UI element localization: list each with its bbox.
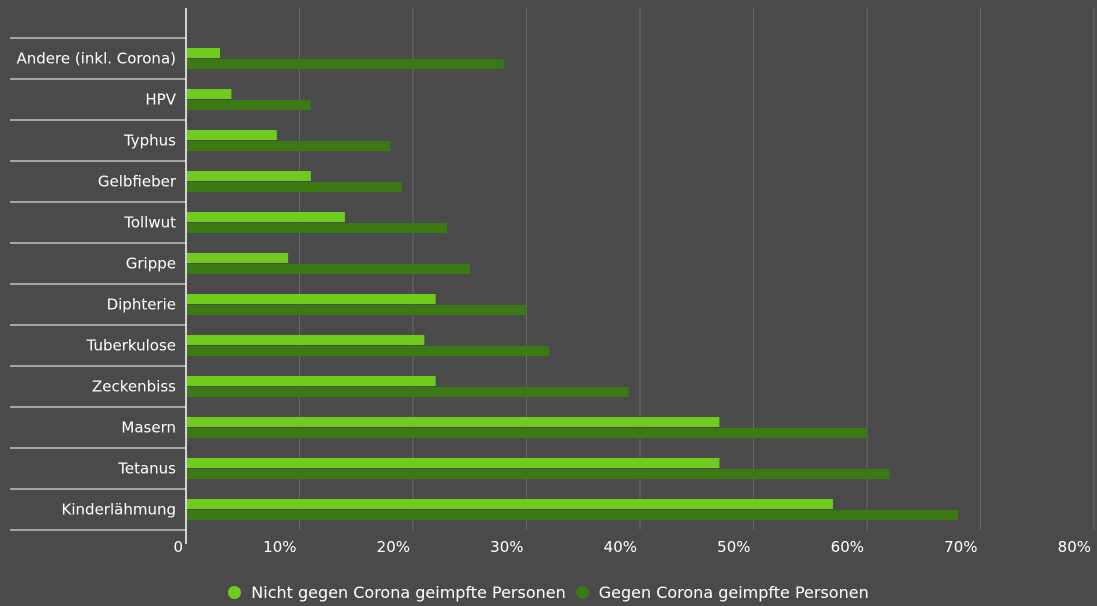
legend-swatch-unvaccinated bbox=[228, 586, 242, 599]
bar-unvaccinated bbox=[187, 417, 720, 427]
bar-unvaccinated bbox=[187, 130, 277, 140]
category-label: Diphterie bbox=[107, 296, 176, 314]
bar-chart: Andere (inkl. Corona) HPV Typhus Gelbfieber… bbox=[10, 8, 1095, 556]
legend-item-unvaccinated: Nicht gegen Corona geimpfte Personen bbox=[228, 583, 566, 602]
legend-item-vaccinated: Gegen Corona geimpfte Personen bbox=[575, 583, 869, 602]
x-tick-label: 60% bbox=[831, 538, 864, 556]
bar-vaccinated bbox=[187, 469, 890, 479]
category-label: HPV bbox=[145, 91, 176, 109]
x-tick-label: 30% bbox=[490, 538, 523, 556]
bar-vaccinated bbox=[187, 264, 470, 274]
bar-vaccinated bbox=[187, 141, 391, 151]
category-label: Gelbfieber bbox=[98, 173, 177, 191]
bar-unvaccinated bbox=[187, 89, 232, 99]
category-label: Zeckenbiss bbox=[92, 378, 176, 396]
legend-swatch-vaccinated bbox=[575, 586, 589, 599]
bar-unvaccinated bbox=[187, 458, 720, 468]
category-label: Andere (inkl. Corona) bbox=[17, 50, 177, 68]
category-label: Typhus bbox=[123, 132, 176, 150]
x-tick-label: 80% bbox=[1058, 538, 1091, 556]
bar-vaccinated bbox=[187, 100, 311, 110]
x-tick-label: 70% bbox=[944, 538, 977, 556]
bar-vaccinated bbox=[187, 346, 550, 356]
bar-vaccinated bbox=[187, 305, 527, 315]
bar-unvaccinated bbox=[187, 335, 425, 345]
category-label: Kinderlähmung bbox=[62, 501, 176, 519]
x-tick-label: 0 bbox=[173, 538, 183, 556]
bar-unvaccinated bbox=[187, 48, 221, 58]
bar-unvaccinated bbox=[187, 212, 345, 222]
x-tick-label: 50% bbox=[717, 538, 750, 556]
gridlines bbox=[299, 8, 1095, 530]
category-label: Tollwut bbox=[123, 214, 176, 232]
bar-unvaccinated bbox=[187, 376, 436, 386]
bar-vaccinated bbox=[187, 182, 402, 192]
bar-vaccinated bbox=[187, 510, 958, 520]
bar-unvaccinated bbox=[187, 253, 289, 263]
bar-vaccinated bbox=[187, 59, 504, 69]
x-tick-labels: 0 10% 20% 30% 40% 50% 60% 70% 80% bbox=[173, 538, 1091, 556]
x-tick-label: 40% bbox=[604, 538, 637, 556]
bar-vaccinated bbox=[187, 387, 629, 397]
bar-unvaccinated bbox=[187, 171, 311, 181]
x-tick-label: 10% bbox=[263, 538, 296, 556]
legend-label-unvaccinated: Nicht gegen Corona geimpfte Personen bbox=[251, 583, 566, 602]
bars bbox=[187, 48, 958, 520]
bar-vaccinated bbox=[187, 223, 448, 233]
category-labels: Andere (inkl. Corona) HPV Typhus Gelbfieber… bbox=[17, 50, 177, 519]
category-label: Grippe bbox=[126, 255, 176, 273]
category-label: Tetanus bbox=[117, 460, 176, 478]
legend-label-vaccinated: Gegen Corona geimpfte Personen bbox=[598, 583, 869, 602]
category-label: Masern bbox=[121, 419, 176, 437]
bar-vaccinated bbox=[187, 428, 867, 438]
bar-unvaccinated bbox=[187, 499, 833, 509]
category-label: Tuberkulose bbox=[86, 337, 176, 355]
category-separators bbox=[10, 37, 186, 531]
bar-unvaccinated bbox=[187, 294, 436, 304]
legend: Nicht gegen Corona geimpfte Personen Geg… bbox=[0, 583, 1097, 602]
x-tick-label: 20% bbox=[377, 538, 410, 556]
